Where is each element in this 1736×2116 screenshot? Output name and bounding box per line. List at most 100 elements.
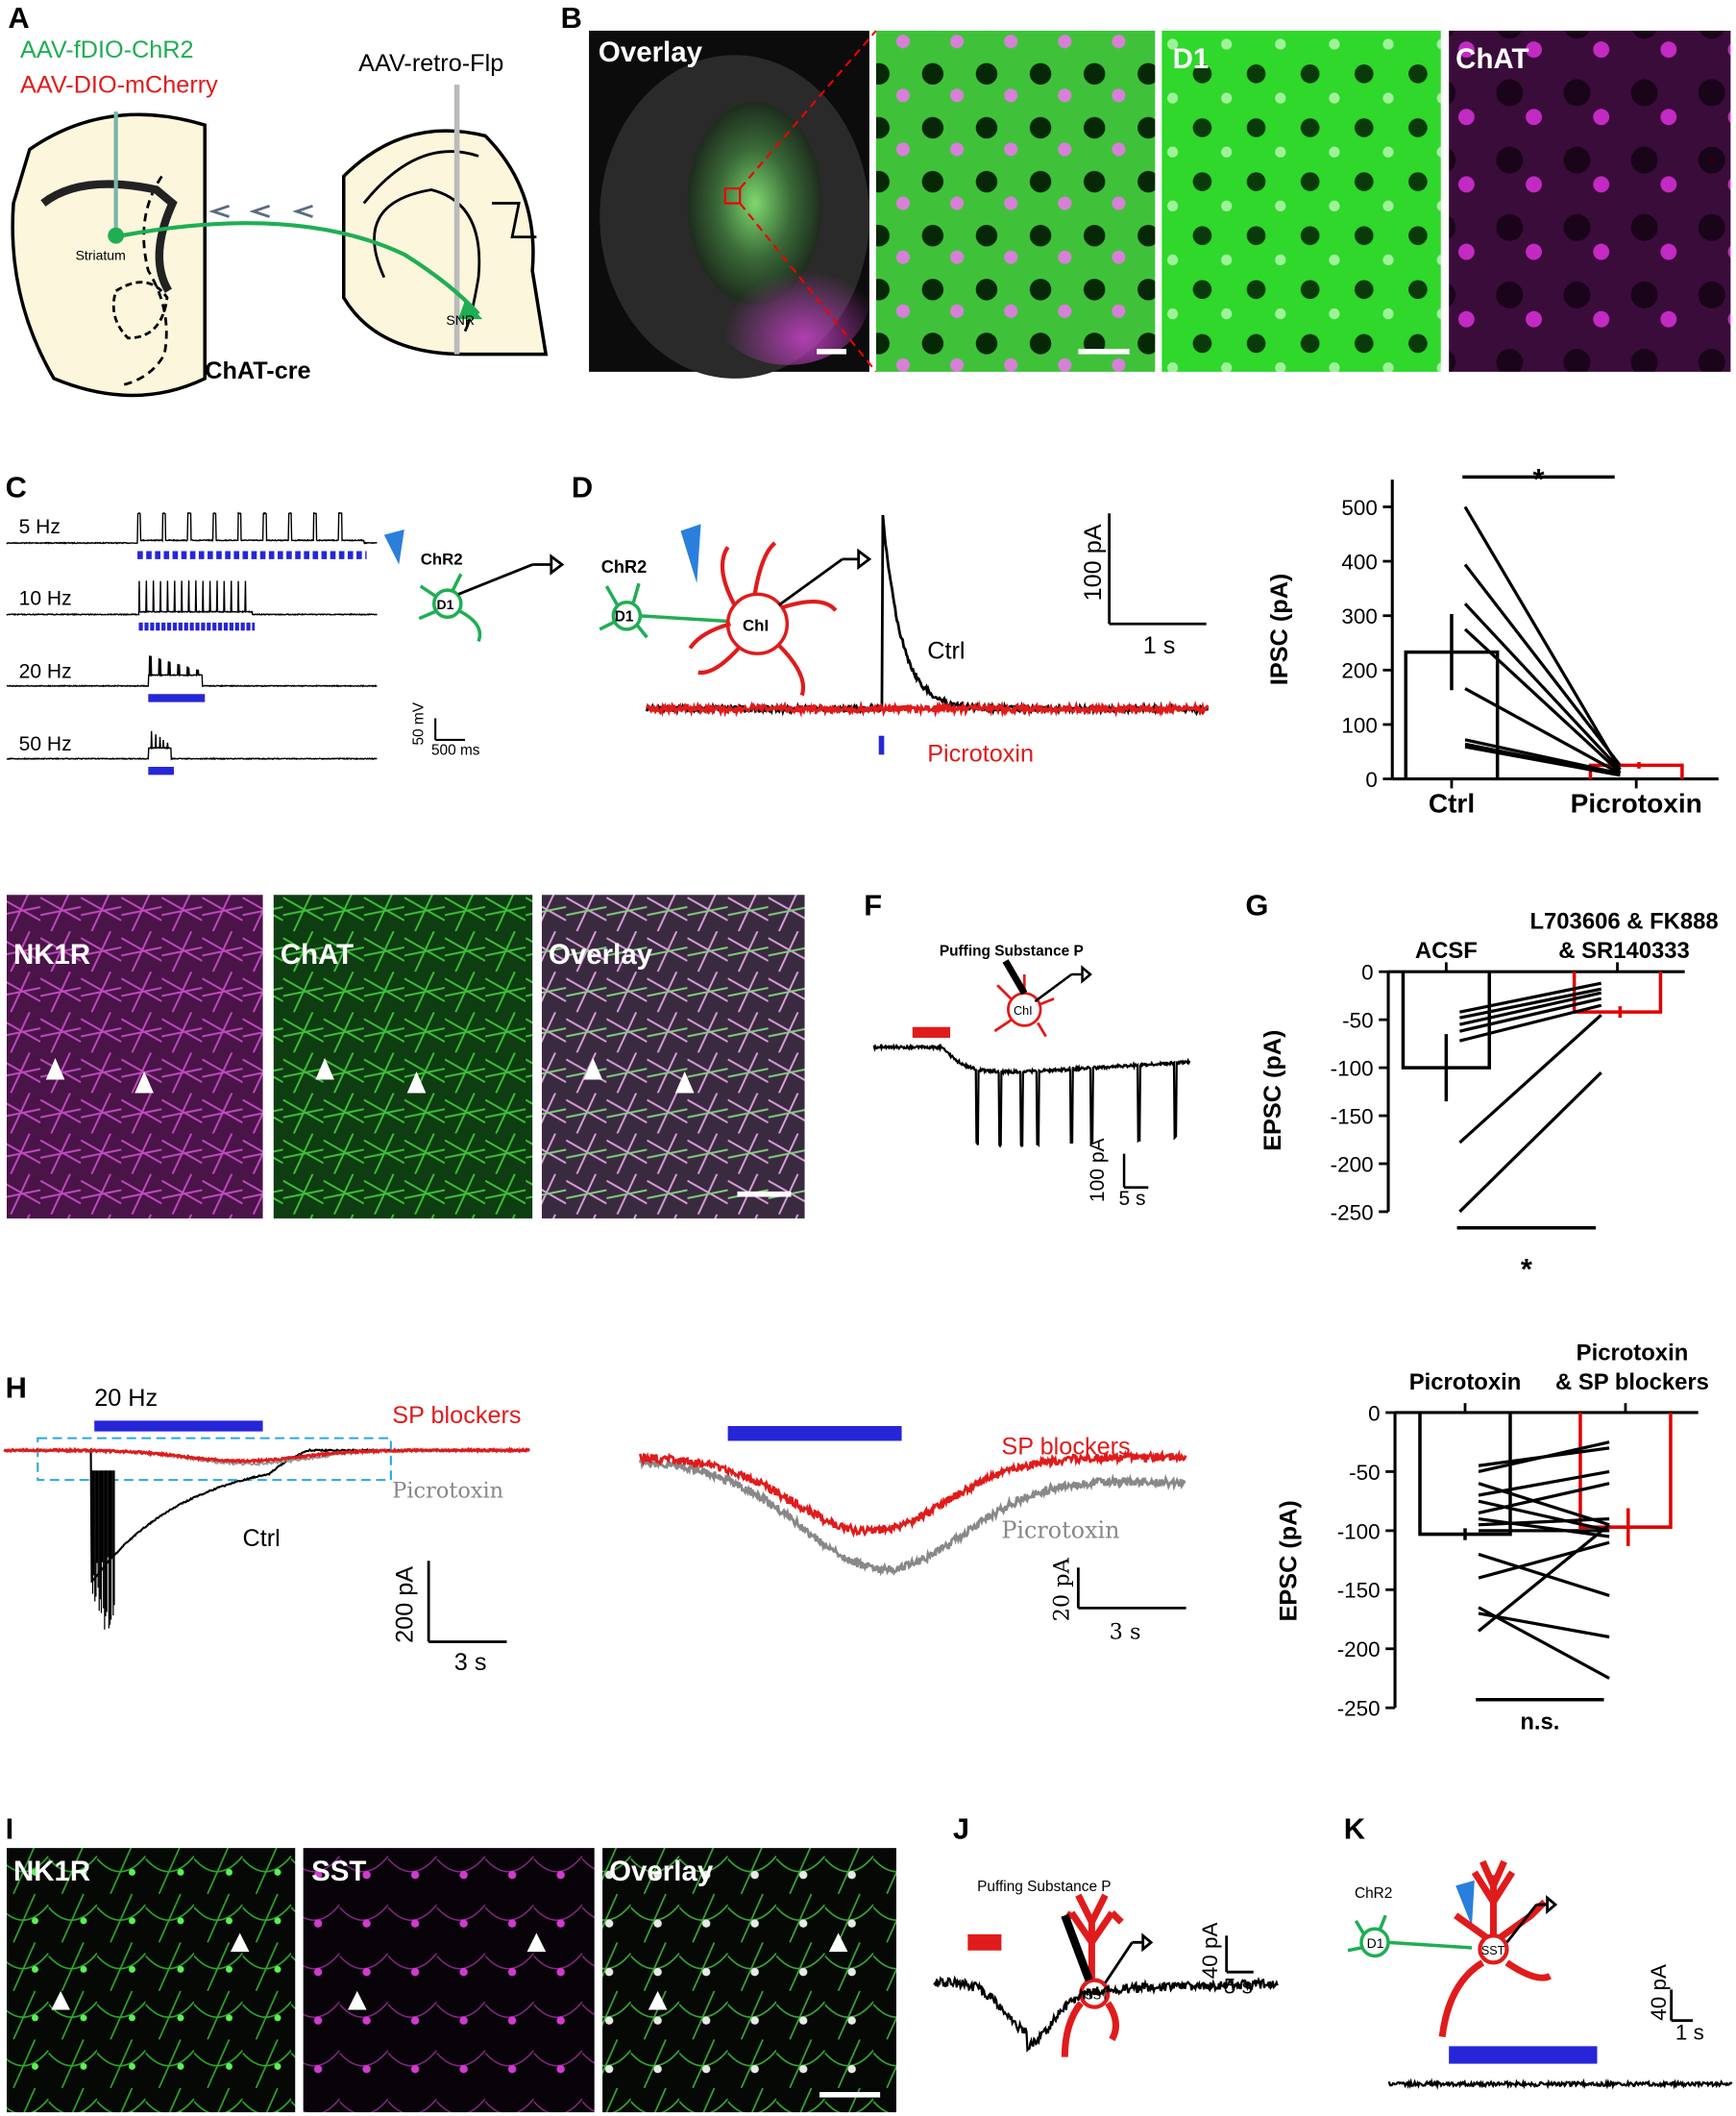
label: 50 Hz <box>19 733 72 755</box>
image-label: D1 <box>1173 43 1210 75</box>
label: ChR2 <box>1355 1885 1392 1902</box>
label: SNR <box>446 312 475 328</box>
paired-line <box>1464 687 1622 775</box>
trace-decorations <box>37 1420 1186 1643</box>
paired-line <box>1463 505 1622 771</box>
label: 1 s <box>1143 632 1176 659</box>
label: Picrotoxin <box>927 740 1034 767</box>
label: Striatum <box>76 247 126 262</box>
x-tick-label: Picrotoxin <box>1409 1369 1522 1395</box>
trace <box>6 580 378 617</box>
paired-line <box>1458 1070 1602 1214</box>
paired-line <box>1478 1606 1610 1680</box>
image-label: ChAT <box>1455 43 1528 75</box>
y-tick-label: -250 <box>1337 1697 1381 1721</box>
x-tick-label: Picrotoxin <box>1577 1340 1689 1366</box>
ipsc-trace <box>1387 2078 1733 2090</box>
paired-line <box>1459 987 1602 1020</box>
y-axis-label: EPSC (pA) <box>1259 1030 1286 1151</box>
image-label: Overlay <box>549 939 653 971</box>
bar <box>1588 763 1684 779</box>
image-label: NK1R <box>13 1856 90 1887</box>
label: SST <box>1085 1988 1109 2002</box>
y-tick-label: 0 <box>1368 1401 1380 1425</box>
paired-line <box>1478 1516 1610 1527</box>
label: 3 s <box>1110 1620 1141 1645</box>
label: 40 pA <box>1647 1964 1671 2021</box>
label: 20 pA <box>1050 1557 1075 1621</box>
label: ChI <box>1014 1004 1033 1018</box>
label: 200 pA <box>391 1566 418 1643</box>
label: Puffing Substance P <box>940 943 1084 959</box>
trace <box>1387 2078 1733 2090</box>
image-label: NK1R <box>13 939 90 971</box>
label: D1 <box>1367 1935 1384 1951</box>
trace <box>645 700 1210 718</box>
panel-label: D <box>572 470 593 504</box>
paired-line <box>1478 1540 1610 1580</box>
y-tick-label: -150 <box>1337 1579 1381 1603</box>
paired-line <box>1463 603 1622 772</box>
label: SP blockers <box>1001 1433 1130 1460</box>
y-tick-label: 0 <box>1365 768 1377 792</box>
y-tick-label: 100 <box>1341 713 1377 737</box>
epsc-trace <box>933 1975 1279 2053</box>
y-tick-label: -150 <box>1331 1104 1374 1128</box>
y-axis-label: EPSC (pA) <box>1276 1500 1303 1621</box>
label: ChAT-cre <box>205 357 310 384</box>
image-label: Overlay <box>609 1856 714 1887</box>
trace <box>7 655 378 688</box>
trace <box>3 1446 530 1464</box>
trace <box>872 1043 1191 1148</box>
micrographs <box>7 895 805 1218</box>
y-tick-label: -50 <box>1342 1009 1373 1033</box>
significance-label: n.s. <box>1520 1710 1559 1735</box>
y-axis-label: IPSC (pA) <box>1266 574 1293 685</box>
neuron-diagram <box>599 513 1207 755</box>
panel-label: I <box>6 1811 14 1845</box>
y-tick-label: 500 <box>1341 496 1377 520</box>
spike-traces <box>6 511 378 775</box>
paired-line <box>1478 1516 1610 1538</box>
label: ChR2 <box>601 556 648 577</box>
label: 5 s <box>1224 1975 1253 1999</box>
label: 20 Hz <box>94 1385 158 1412</box>
micrographs <box>589 30 1731 379</box>
paired-line <box>1478 1499 1610 1533</box>
significance-label: * <box>1532 462 1544 496</box>
y-tick-label: -250 <box>1331 1200 1374 1224</box>
label: 1 s <box>1675 2020 1704 2044</box>
panel-label: F <box>864 888 882 922</box>
x-tick-label: Picrotoxin <box>1571 789 1702 819</box>
trace <box>639 1454 1186 1577</box>
image-label: Overlay <box>599 37 703 68</box>
label: 10 Hz <box>19 588 72 610</box>
paired-line <box>1478 1469 1610 1497</box>
x-tick-label: & SR140333 <box>1558 938 1690 964</box>
y-tick-label: 200 <box>1341 659 1377 683</box>
x-tick-label: ACSF <box>1415 938 1478 964</box>
paired-line <box>1458 1013 1602 1144</box>
label: Picrotoxin <box>1001 1516 1119 1543</box>
paired-line <box>1464 745 1621 777</box>
paired-line <box>1459 991 1602 1026</box>
x-tick-label: L703606 & FK888 <box>1529 908 1718 934</box>
y-tick-label: 0 <box>1361 961 1373 985</box>
label: 5 s <box>1118 1188 1145 1210</box>
label: AAV-retro-Flp <box>358 50 503 77</box>
bar <box>1418 1412 1512 1537</box>
label: AAV-fDIO-ChR2 <box>20 37 194 63</box>
panel-label: C <box>6 470 27 504</box>
paired-line <box>1463 627 1622 774</box>
image-label: ChAT <box>281 939 354 971</box>
label: 40 pA <box>1198 1923 1222 1980</box>
label: ChI <box>743 616 769 634</box>
trace <box>639 1448 1187 1538</box>
bar <box>1572 972 1663 1014</box>
y-tick-label: -100 <box>1337 1519 1381 1543</box>
y-tick-label: -100 <box>1331 1057 1374 1081</box>
label: SP blockers <box>392 1402 521 1429</box>
y-tick-label: 300 <box>1341 604 1377 628</box>
epsc-traces <box>3 1446 1187 1630</box>
